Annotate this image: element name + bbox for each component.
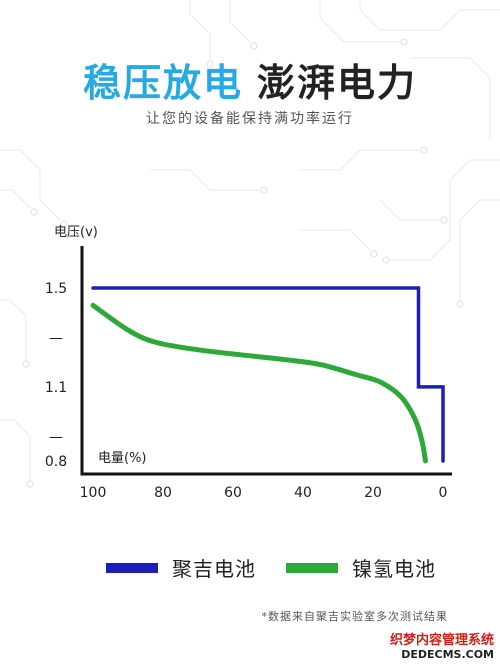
y-tick-label-2: 1.1 (45, 380, 67, 396)
x-tick-label-2: 60 (224, 485, 242, 501)
subtitle: 让您的设备能保持满功率运行 (146, 111, 354, 127)
x-tick-label-1: 80 (154, 485, 172, 501)
watermark-line2: DEDECMS.COM (401, 648, 494, 661)
legend-label-jj: 聚吉电池 (172, 557, 256, 581)
y-axis-title: 电压(v) (54, 225, 98, 240)
legend-swatch-nimh (286, 562, 338, 573)
x-tick-label-0: 100 (80, 485, 107, 501)
legend-item-nimh: 镍氢电池 (286, 553, 436, 582)
legend-label-nimh: 镍氢电池 (352, 557, 436, 581)
y-tick-label-1: — (49, 330, 63, 346)
series-line-1 (90, 302, 428, 464)
footnote: *数据来自聚吉实验室多次测试结果 (261, 610, 448, 623)
legend: 聚吉电池 镍氢电池 (0, 553, 500, 587)
y-tick-label-4: 0.8 (45, 454, 67, 470)
y-tick-label-3: — (49, 429, 63, 445)
x-tick-label-4: 20 (364, 485, 382, 501)
y-tick-label-0: 1.5 (45, 281, 67, 297)
x-axis-title: 电量(%) (98, 451, 147, 466)
watermark: 织梦内容管理系统 DEDECMS.COM (390, 634, 494, 662)
legend-item-jj: 聚吉电池 (106, 553, 256, 582)
x-tick-label-3: 40 (294, 485, 312, 501)
watermark-line1: 织梦内容管理系统 (389, 633, 494, 648)
series-line-0 (91, 286, 445, 463)
headline: 稳压放电 澎湃电力 (0, 52, 500, 107)
legend-swatch-jj (106, 562, 158, 573)
x-tick-label-5: 0 (439, 485, 448, 501)
headline-main: 澎湃电力 (257, 61, 418, 105)
headline-accent: 稳压放电 (82, 61, 243, 105)
